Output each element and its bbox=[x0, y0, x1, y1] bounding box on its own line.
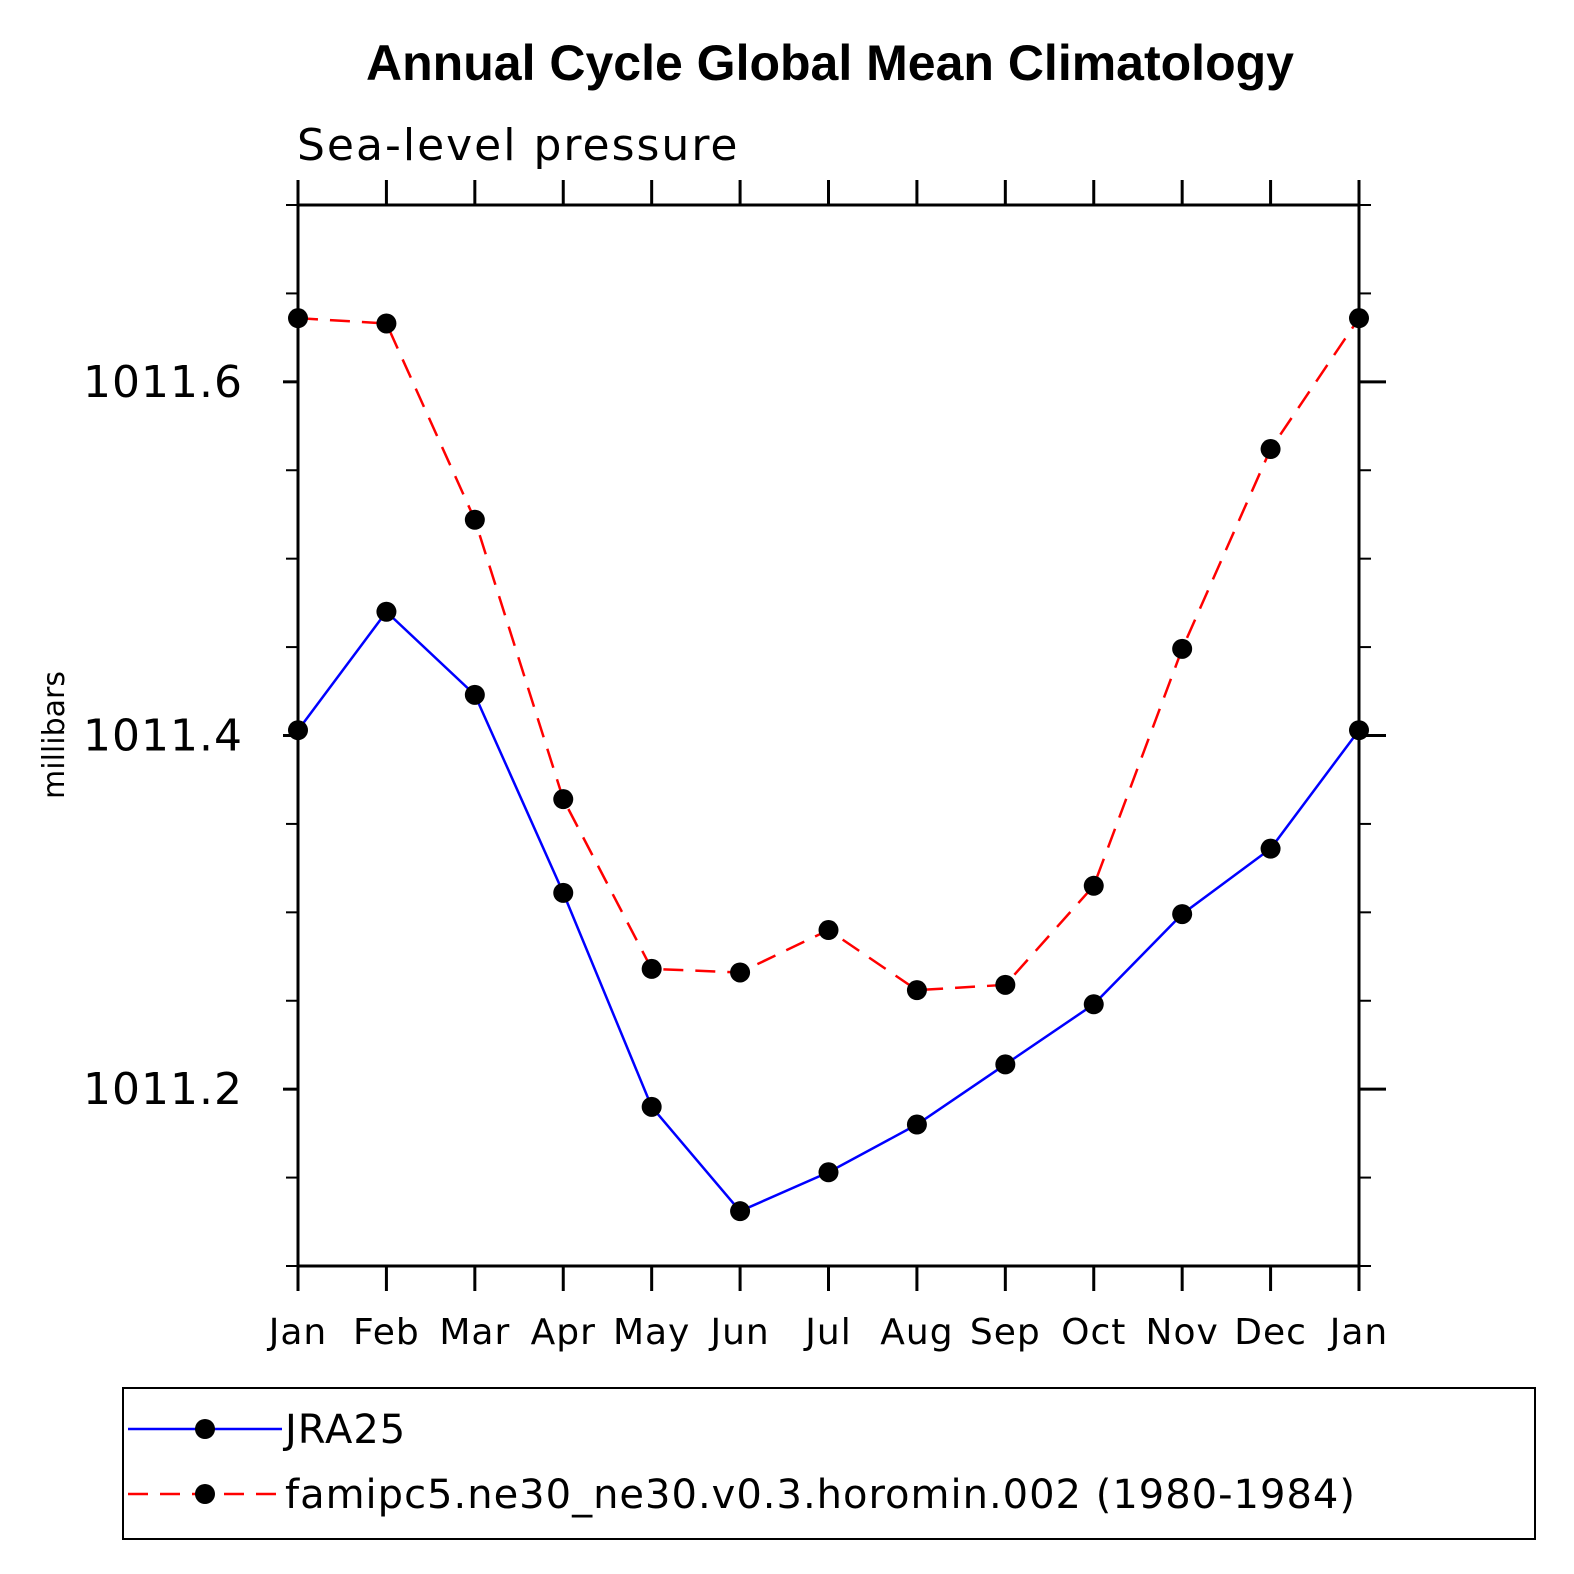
series-1-point-6 bbox=[818, 920, 839, 941]
plot-frame bbox=[296, 203, 1361, 1268]
legend-label-jra25: JRA25 bbox=[282, 1407, 406, 1453]
series-0-point-4 bbox=[641, 1096, 662, 1117]
series-1-point-11 bbox=[1260, 439, 1281, 460]
series-1-point-10 bbox=[1172, 638, 1193, 659]
series-0-point-2 bbox=[464, 684, 485, 705]
y-tick-label: 1011.4 bbox=[83, 711, 243, 762]
series-0-point-10 bbox=[1172, 904, 1193, 925]
series-line-0 bbox=[296, 609, 1361, 1213]
y-axis-label: millibars bbox=[37, 671, 72, 799]
legend-box bbox=[122, 1387, 1536, 1540]
x-tick-label: Nov bbox=[1146, 1312, 1219, 1353]
x-tick-label: May bbox=[613, 1312, 690, 1353]
series-0-point-7 bbox=[906, 1114, 927, 1135]
y-tick-label: 1011.2 bbox=[83, 1064, 243, 1115]
series-0-point-5 bbox=[730, 1201, 751, 1222]
x-tick-label: Jul bbox=[803, 1312, 851, 1353]
series-line-1 bbox=[297, 316, 1361, 992]
series-0-point-9 bbox=[1083, 994, 1104, 1015]
series-1-point-1 bbox=[376, 313, 397, 334]
series-0-point-6 bbox=[818, 1162, 839, 1183]
series-1-point-9 bbox=[1083, 875, 1104, 896]
x-tick-label: Jan bbox=[267, 1312, 328, 1353]
series-0-point-12 bbox=[1349, 720, 1369, 741]
series-1-point-4 bbox=[641, 958, 662, 979]
series-1-point-12 bbox=[1349, 308, 1369, 329]
x-tick-label: Oct bbox=[1061, 1312, 1126, 1353]
series-1-point-3 bbox=[553, 789, 574, 810]
series-0-point-8 bbox=[995, 1054, 1016, 1075]
series-1-point-0 bbox=[288, 308, 308, 329]
axes-ticks: Jan Feb Mar Apr May Jun Jul Aug Sep Oct Nov Dec Jan 1… bbox=[83, 180, 1389, 1353]
series-0-point-0 bbox=[288, 720, 308, 741]
legend: JRA25 famipc5.ne30_ne30.v0.3.horomin.002… bbox=[122, 1387, 1536, 1540]
series-0-point-1 bbox=[376, 601, 397, 622]
y-tick-label: 1011.6 bbox=[83, 357, 243, 408]
x-tick-label: Dec bbox=[1234, 1312, 1307, 1353]
series-0-point-3 bbox=[553, 882, 574, 903]
x-tick-label: Sep bbox=[970, 1312, 1041, 1353]
x-tick-label: Aug bbox=[880, 1312, 953, 1353]
series-1-point-2 bbox=[464, 509, 485, 530]
legend-label-famipc5: famipc5.ne30_ne30.v0.3.horomin.002 (1980… bbox=[285, 1472, 1356, 1518]
x-tick-label: Mar bbox=[439, 1312, 510, 1353]
series-0-point-11 bbox=[1260, 838, 1281, 859]
series-1-point-8 bbox=[995, 974, 1016, 995]
chart-subtitle: Sea-level pressure bbox=[297, 120, 740, 171]
series-group bbox=[288, 308, 1369, 1222]
x-tick-label: Jan bbox=[1328, 1312, 1389, 1353]
x-tick-label: Apr bbox=[531, 1312, 596, 1353]
chart-title: Annual Cycle Global Mean Climatology bbox=[366, 35, 1294, 91]
series-1-point-7 bbox=[906, 980, 927, 1001]
x-tick-label: Jun bbox=[708, 1312, 769, 1353]
legend-jra25-marker bbox=[195, 1419, 215, 1439]
series-1-point-5 bbox=[730, 962, 751, 983]
legend-famipc5-marker bbox=[195, 1484, 215, 1504]
x-tick-label: Feb bbox=[353, 1312, 420, 1353]
